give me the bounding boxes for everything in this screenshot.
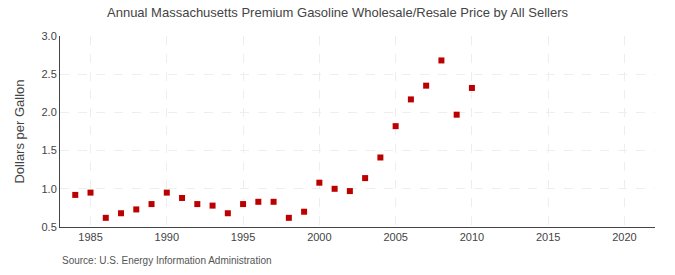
svg-text:2.5: 2.5 xyxy=(42,68,57,80)
svg-text:2.0: 2.0 xyxy=(42,106,57,118)
svg-text:1.0: 1.0 xyxy=(42,183,57,195)
svg-text:Dollars per Gallon: Dollars per Gallon xyxy=(12,79,27,183)
svg-text:Annual Massachusetts Premium G: Annual Massachusetts Premium Gasoline Wh… xyxy=(107,5,568,20)
svg-text:1.5: 1.5 xyxy=(42,144,57,156)
svg-text:3.0: 3.0 xyxy=(42,30,57,42)
svg-text:2010: 2010 xyxy=(460,231,484,243)
svg-text:1985: 1985 xyxy=(78,231,102,243)
svg-text:0.5: 0.5 xyxy=(42,221,57,233)
svg-text:2020: 2020 xyxy=(612,231,636,243)
svg-text:2005: 2005 xyxy=(383,231,407,243)
svg-text:1990: 1990 xyxy=(155,231,179,243)
svg-text:1995: 1995 xyxy=(231,231,255,243)
svg-text:2000: 2000 xyxy=(307,231,331,243)
svg-text:2015: 2015 xyxy=(536,231,560,243)
svg-text:Source: U.S. Energy Informatio: Source: U.S. Energy Information Administ… xyxy=(62,255,272,266)
